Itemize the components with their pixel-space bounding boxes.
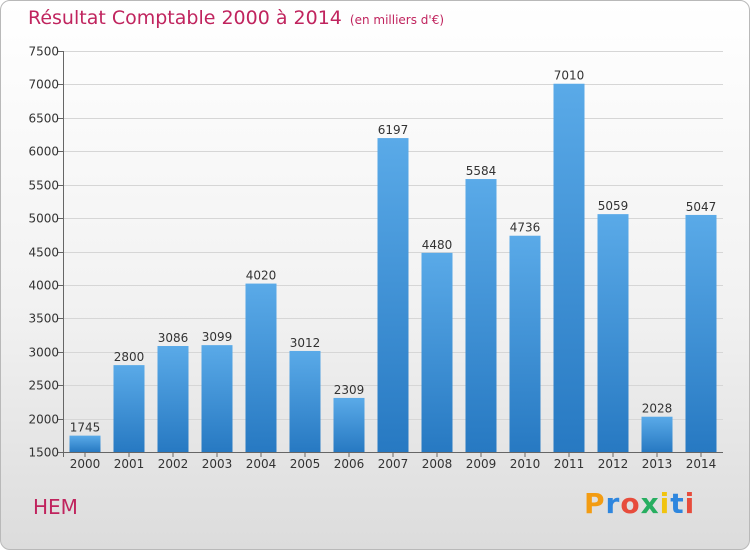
x-tick-label-2013: 2013 — [642, 457, 673, 471]
y-tick-label-7500: 7500 — [28, 45, 59, 59]
value-label-2006: 2309 — [334, 383, 365, 397]
logo-letter: o — [620, 487, 641, 520]
x-tick-label-2001: 2001 — [114, 457, 145, 471]
value-label-2014: 5047 — [686, 200, 717, 214]
value-label-2007: 6197 — [378, 123, 409, 137]
logo-letter: t — [670, 487, 685, 520]
y-tick-label-5500: 5500 — [28, 179, 59, 193]
value-label-2004: 4020 — [246, 269, 277, 283]
y-tick-label-4500: 4500 — [28, 246, 59, 260]
x-tick-label-2014: 2014 — [686, 457, 717, 471]
value-label-2013: 2028 — [642, 402, 673, 416]
value-label-2003: 3099 — [202, 330, 233, 344]
bar-2004 — [245, 283, 277, 452]
y-tick-label-3000: 3000 — [28, 346, 59, 360]
x-tick-label-2002: 2002 — [158, 457, 189, 471]
y-tick-label-2000: 2000 — [28, 413, 59, 427]
x-tick-label-2005: 2005 — [290, 457, 321, 471]
logo-letter: x — [640, 487, 660, 520]
bar-2010 — [509, 235, 541, 452]
logo-letter: r — [605, 487, 621, 520]
axes: 1500 2000 2500 3000 3500 4000 4500 5000 5500 6000… — [28, 45, 723, 471]
x-tick-label-2000: 2000 — [70, 457, 101, 471]
bar-2000 — [69, 435, 101, 452]
chart-title-main: Résultat Comptable 2000 à 2014 — [28, 7, 342, 29]
logo-letter: P — [584, 487, 606, 520]
x-tick-label-2011: 2011 — [554, 457, 585, 471]
y-tick-label-3500: 3500 — [28, 312, 59, 326]
bar-2009 — [465, 179, 497, 452]
value-label-2005: 3012 — [290, 336, 321, 350]
y-tick-label-2500: 2500 — [28, 379, 59, 393]
value-label-2000: 1745 — [70, 421, 101, 435]
bar-2008 — [421, 252, 453, 452]
bar-2013 — [641, 416, 673, 452]
y-tick-label-4000: 4000 — [28, 279, 59, 293]
logo-letter: i — [684, 487, 696, 520]
value-label-2012: 5059 — [598, 199, 629, 213]
chart-subtitle: (en milliers d'€) — [349, 13, 445, 27]
x-tick-label-2003: 2003 — [202, 457, 233, 471]
bar-2006 — [333, 397, 365, 452]
bar-2003 — [201, 345, 233, 452]
bar-2002 — [157, 346, 189, 452]
value-label-2011: 7010 — [554, 69, 585, 83]
y-tick-label-5000: 5000 — [28, 212, 59, 226]
logo-letter: i — [659, 487, 671, 520]
x-tick-label-2006: 2006 — [334, 457, 365, 471]
value-label-2001: 2800 — [114, 350, 145, 364]
x-tick-label-2009: 2009 — [466, 457, 497, 471]
value-labels: 1745 2800 3086 3099 4020 3012 2309 6197 4480 5584… — [70, 69, 717, 435]
y-tick-label-7000: 7000 — [28, 78, 59, 92]
y-tick-label-6000: 6000 — [28, 145, 59, 159]
y-tick-label-1500: 1500 — [28, 446, 59, 460]
value-label-2008: 4480 — [422, 238, 453, 252]
proxiti-logo[interactable]: Proxiti — [584, 487, 695, 520]
bar-2011 — [553, 83, 585, 452]
y-tick-label-6500: 6500 — [28, 112, 59, 126]
bar-2012 — [597, 214, 629, 452]
x-tick-label-2012: 2012 — [598, 457, 629, 471]
bar-2014 — [685, 214, 717, 452]
bar-2005 — [289, 350, 321, 452]
chart-title: Résultat Comptable 2000 à 2014 (en millie… — [28, 7, 444, 29]
x-tick-label-2008: 2008 — [422, 457, 453, 471]
bars — [69, 83, 717, 452]
bar-2007 — [377, 138, 409, 452]
bar-2001 — [113, 365, 145, 452]
place-name: HEM — [33, 495, 78, 519]
value-label-2002: 3086 — [158, 331, 189, 345]
value-label-2009: 5584 — [466, 164, 497, 178]
x-tick-label-2010: 2010 — [510, 457, 541, 471]
value-label-2010: 4736 — [510, 221, 541, 235]
x-tick-label-2007: 2007 — [378, 457, 409, 471]
x-tick-label-2004: 2004 — [246, 457, 277, 471]
